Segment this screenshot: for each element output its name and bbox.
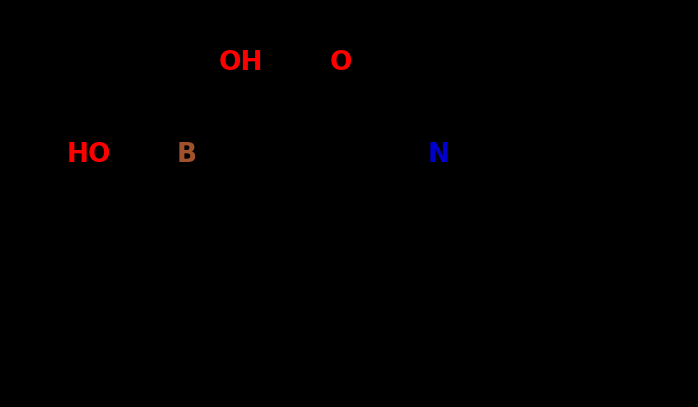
Text: N: N	[427, 142, 450, 168]
Text: HO: HO	[67, 142, 112, 168]
Text: HO: HO	[67, 142, 112, 168]
Text: OH: OH	[218, 50, 263, 76]
Text: O: O	[329, 50, 352, 76]
Text: O: O	[329, 50, 352, 76]
Text: N: N	[427, 142, 450, 168]
Text: B: B	[177, 142, 197, 168]
Text: OH: OH	[218, 50, 263, 76]
Text: B: B	[177, 142, 197, 168]
